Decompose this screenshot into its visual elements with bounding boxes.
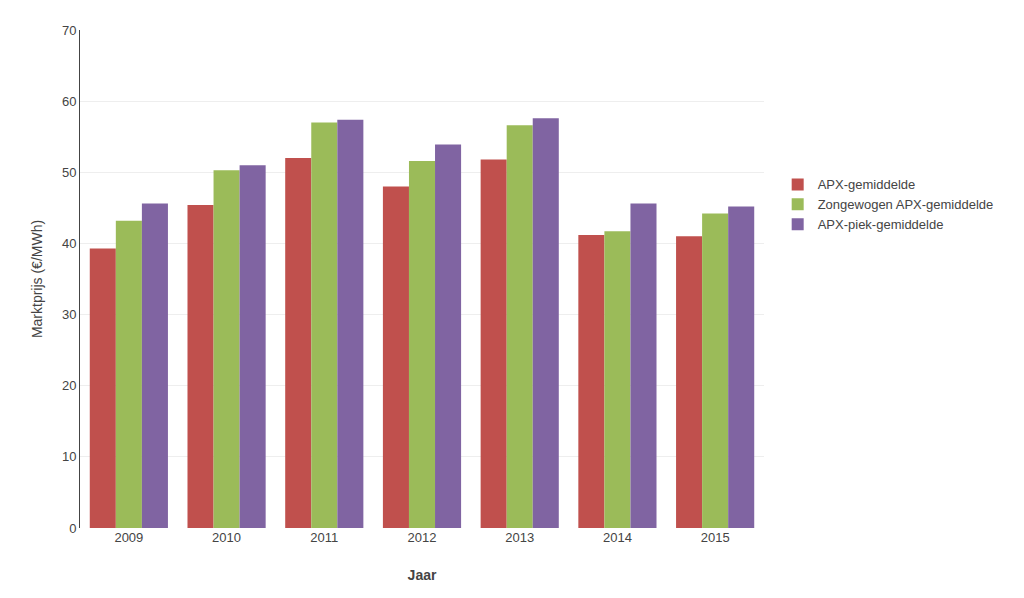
svg-text:40: 40 bbox=[62, 236, 76, 251]
svg-text:10: 10 bbox=[62, 449, 76, 464]
svg-text:2009: 2009 bbox=[114, 530, 143, 545]
svg-text:APX-gemiddelde: APX-gemiddelde bbox=[818, 177, 916, 192]
svg-text:30: 30 bbox=[62, 307, 76, 322]
svg-text:2011: 2011 bbox=[310, 530, 338, 545]
svg-text:2013: 2013 bbox=[505, 530, 534, 545]
svg-text:50: 50 bbox=[62, 165, 76, 180]
svg-text:70: 70 bbox=[62, 23, 76, 38]
svg-text:Marktprijs (€/MWh): Marktprijs (€/MWh) bbox=[29, 220, 45, 338]
svg-text:2010: 2010 bbox=[212, 530, 241, 545]
svg-text:2012: 2012 bbox=[408, 530, 437, 545]
svg-text:Zongewogen APX-gemiddelde: Zongewogen APX-gemiddelde bbox=[818, 197, 994, 212]
svg-text:60: 60 bbox=[62, 94, 76, 109]
svg-text:2014: 2014 bbox=[603, 530, 632, 545]
svg-text:Jaar: Jaar bbox=[408, 567, 437, 583]
svg-text:APX-piek-gemiddelde: APX-piek-gemiddelde bbox=[818, 217, 944, 232]
svg-text:20: 20 bbox=[62, 378, 76, 393]
svg-text:0: 0 bbox=[69, 521, 76, 536]
svg-text:2015: 2015 bbox=[701, 530, 730, 545]
